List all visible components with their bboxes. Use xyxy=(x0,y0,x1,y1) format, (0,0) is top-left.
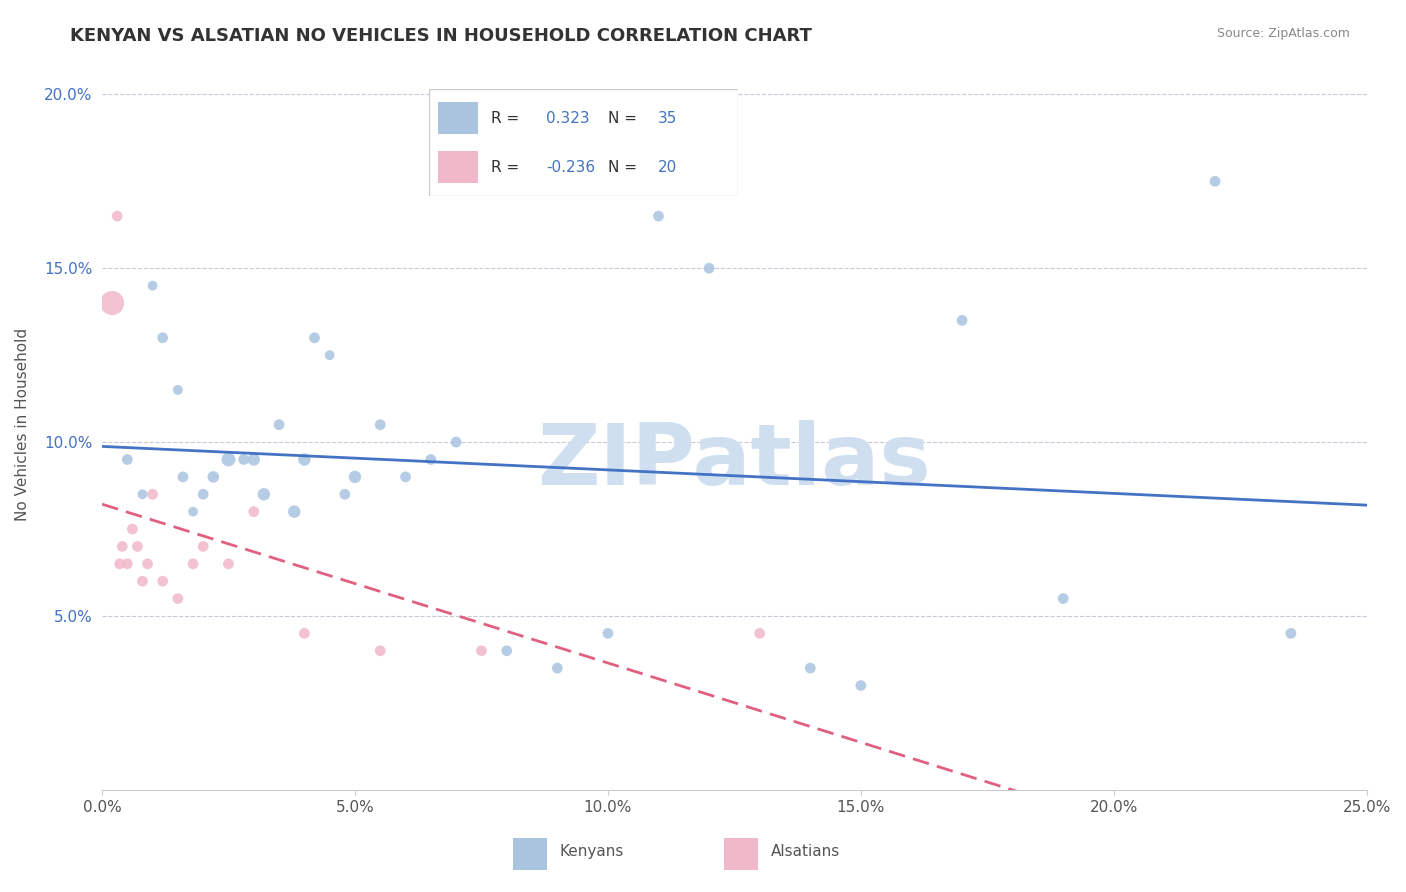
Point xyxy=(111,540,134,554)
Point xyxy=(242,452,264,467)
Point xyxy=(343,470,366,484)
FancyBboxPatch shape xyxy=(513,838,547,870)
Point xyxy=(368,644,391,658)
Point xyxy=(108,557,131,571)
FancyBboxPatch shape xyxy=(429,89,738,196)
Point xyxy=(292,626,315,640)
FancyBboxPatch shape xyxy=(724,838,758,870)
Point xyxy=(950,313,973,327)
Point xyxy=(193,540,215,554)
Point xyxy=(596,626,619,640)
FancyBboxPatch shape xyxy=(439,102,478,134)
Point xyxy=(121,522,143,536)
Point xyxy=(105,209,128,223)
Point xyxy=(117,557,139,571)
Point xyxy=(172,470,194,484)
Point xyxy=(647,209,669,223)
Text: Source: ZipAtlas.com: Source: ZipAtlas.com xyxy=(1216,27,1350,40)
Point xyxy=(419,452,441,467)
Text: Kenyans: Kenyans xyxy=(560,845,624,859)
Point xyxy=(117,452,139,467)
Point xyxy=(283,505,305,519)
Point xyxy=(202,470,225,484)
Point xyxy=(748,626,770,640)
Point xyxy=(131,487,153,501)
Point xyxy=(217,557,239,571)
Point xyxy=(167,383,190,397)
Point xyxy=(394,470,416,484)
Point xyxy=(253,487,276,501)
Point xyxy=(444,435,467,450)
FancyBboxPatch shape xyxy=(439,152,478,184)
Point xyxy=(267,417,290,432)
Point xyxy=(101,296,124,310)
Text: KENYAN VS ALSATIAN NO VEHICLES IN HOUSEHOLD CORRELATION CHART: KENYAN VS ALSATIAN NO VEHICLES IN HOUSEH… xyxy=(70,27,813,45)
Text: 0.323: 0.323 xyxy=(547,111,591,126)
Point xyxy=(546,661,568,675)
Text: -0.236: -0.236 xyxy=(547,160,596,175)
Point xyxy=(1052,591,1074,606)
Text: Alsatians: Alsatians xyxy=(770,845,839,859)
Point xyxy=(304,331,326,345)
Point xyxy=(127,540,149,554)
Y-axis label: No Vehicles in Household: No Vehicles in Household xyxy=(15,328,30,521)
Text: N =: N = xyxy=(609,111,643,126)
Text: R =: R = xyxy=(491,160,524,175)
Point xyxy=(181,557,204,571)
Text: ZIPatlas: ZIPatlas xyxy=(537,420,931,503)
Point xyxy=(217,452,239,467)
Point xyxy=(333,487,356,501)
Point xyxy=(470,644,492,658)
Point xyxy=(849,679,872,693)
Point xyxy=(368,417,391,432)
Point xyxy=(242,505,264,519)
Text: 20: 20 xyxy=(658,160,676,175)
Point xyxy=(152,331,174,345)
Text: N =: N = xyxy=(609,160,643,175)
Point xyxy=(318,348,340,362)
Point xyxy=(232,452,254,467)
Point xyxy=(799,661,821,675)
Point xyxy=(142,487,165,501)
Point xyxy=(697,261,720,276)
Point xyxy=(1204,174,1226,188)
Point xyxy=(136,557,159,571)
Point xyxy=(292,452,315,467)
Text: 35: 35 xyxy=(658,111,678,126)
Point xyxy=(142,278,165,293)
Point xyxy=(495,644,517,658)
Point xyxy=(181,505,204,519)
Point xyxy=(193,487,215,501)
Point xyxy=(131,574,153,589)
Point xyxy=(167,591,190,606)
Text: R =: R = xyxy=(491,111,524,126)
Point xyxy=(152,574,174,589)
Point xyxy=(1279,626,1302,640)
